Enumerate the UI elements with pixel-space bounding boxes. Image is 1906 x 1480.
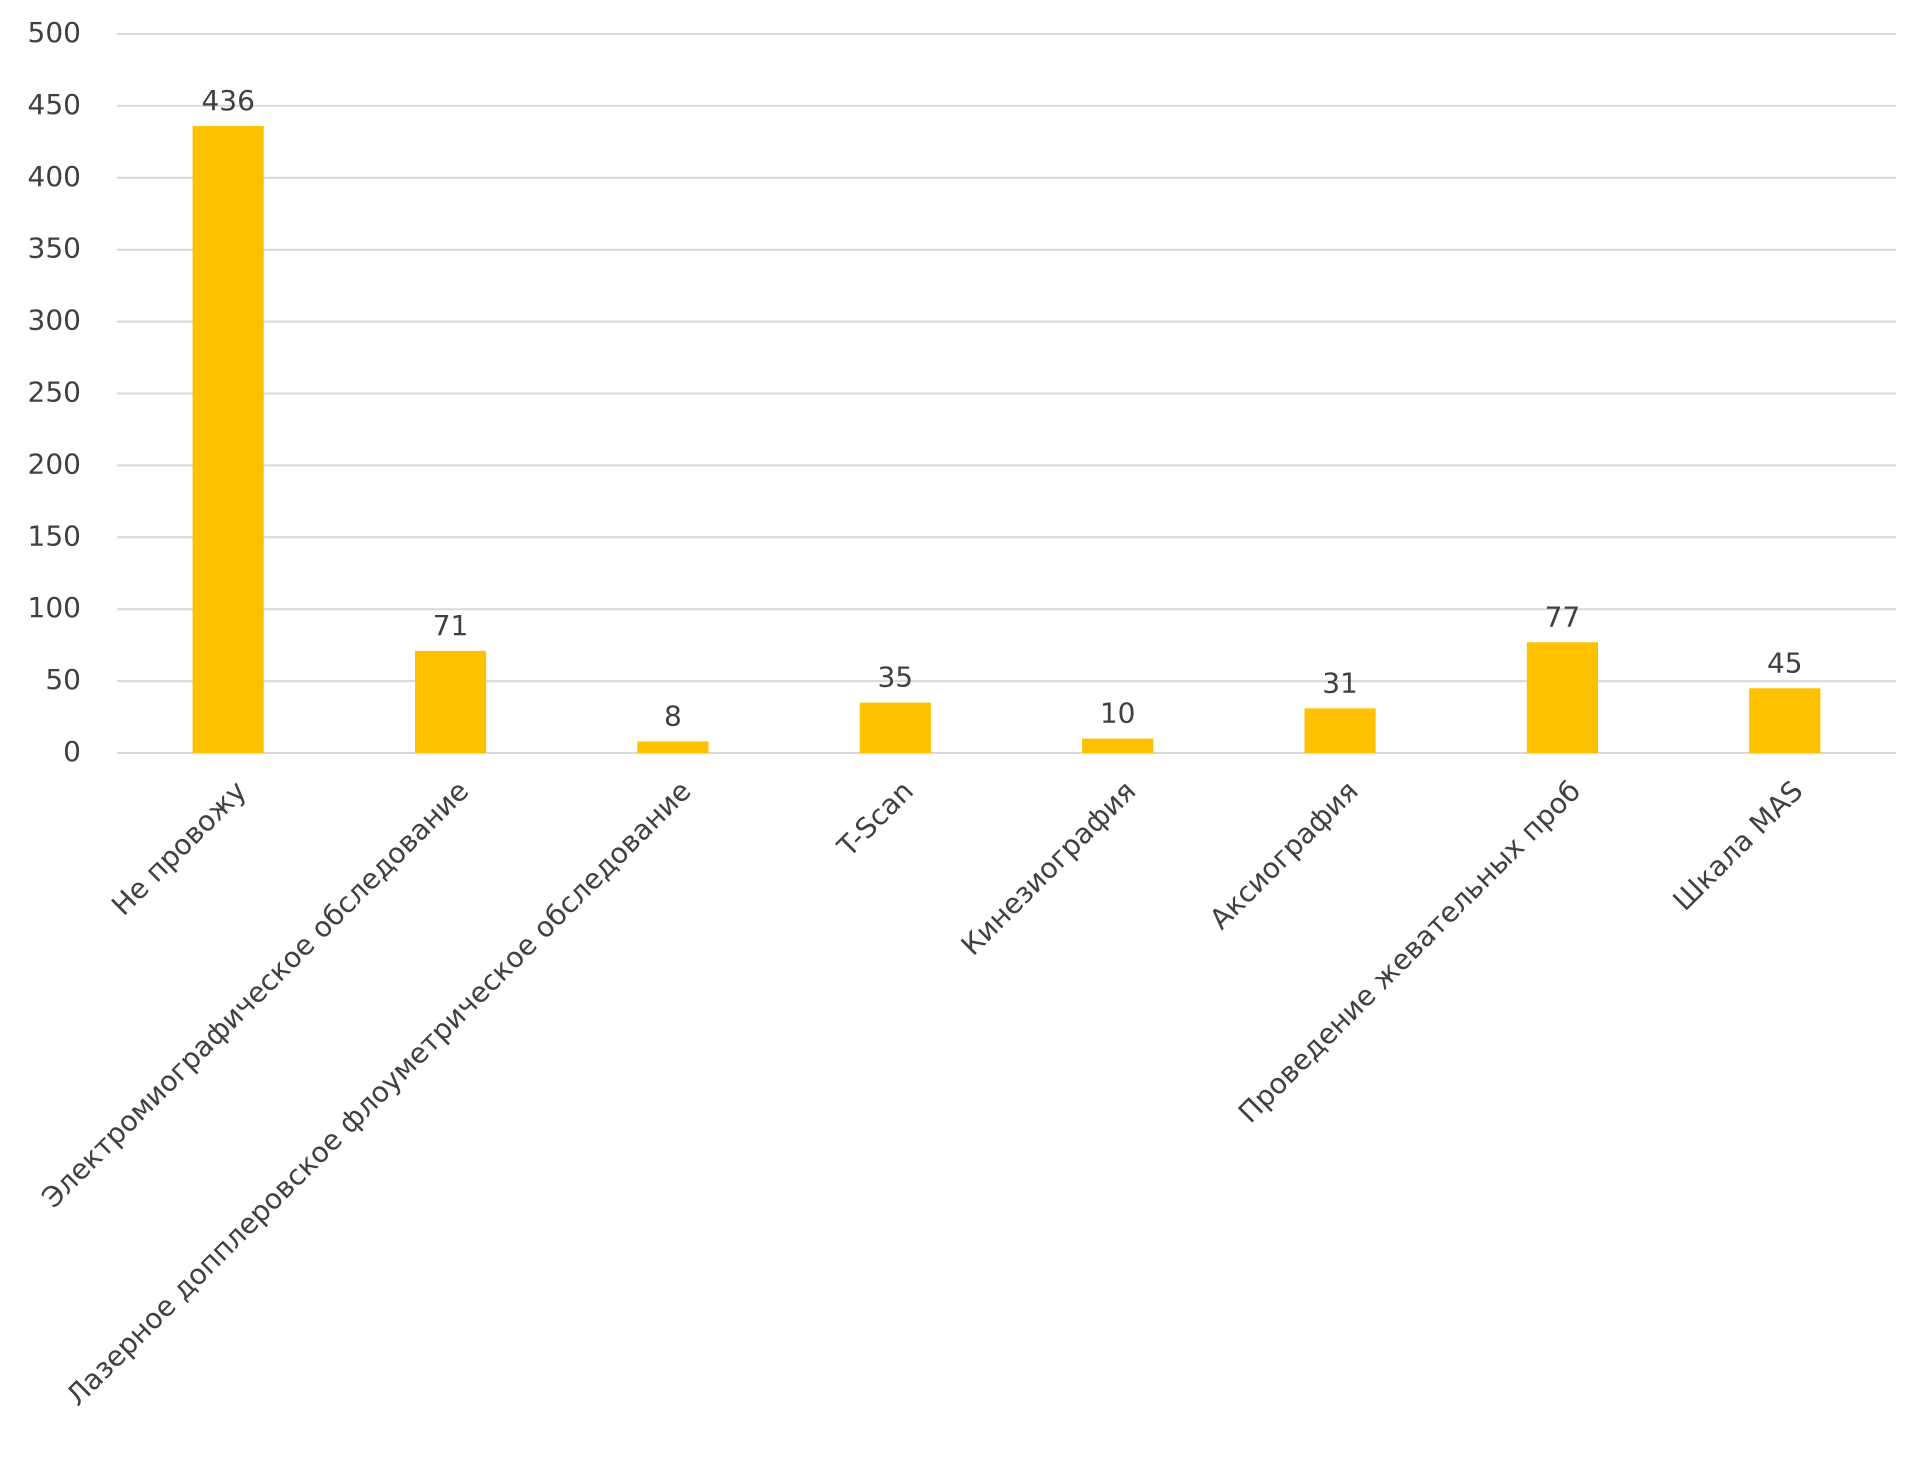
bar	[1304, 708, 1376, 753]
y-tick-label: 450	[28, 88, 81, 121]
y-tick-label: 350	[28, 232, 81, 265]
value-label: 31	[1322, 666, 1358, 699]
value-label: 45	[1767, 646, 1803, 679]
y-tick-label: 150	[28, 519, 81, 552]
y-tick-label: 300	[28, 304, 81, 337]
value-label: 71	[433, 609, 469, 642]
x-tick-label: Аксиография	[1203, 774, 1365, 936]
bar	[859, 702, 931, 753]
value-label: 35	[877, 661, 913, 694]
y-tick-label: 500	[28, 16, 81, 49]
y-tick-label: 0	[63, 735, 81, 768]
bar	[1526, 642, 1599, 753]
x-tick-label: Кинезиография	[955, 774, 1143, 962]
bar	[1749, 688, 1821, 753]
value-label: 436	[201, 84, 254, 117]
y-tick-label: 50	[45, 663, 81, 696]
x-tick-label: T-Scan	[830, 774, 920, 864]
x-tick-label: Не провожу	[105, 774, 253, 922]
bar	[414, 650, 487, 753]
bar	[192, 126, 264, 754]
value-label: 8	[664, 699, 682, 732]
y-tick-label: 250	[28, 376, 81, 409]
x-tick-label: Электромиографическое обследование	[35, 774, 475, 1214]
y-tick-label: 100	[28, 591, 81, 624]
y-tick-label: 200	[28, 447, 81, 480]
value-label: 10	[1100, 697, 1136, 730]
value-label: 77	[1545, 600, 1581, 633]
y-tick-label: 400	[28, 160, 81, 193]
x-tick-label: Проведение жевательных проб	[1232, 774, 1587, 1129]
x-tick-label: Шкала MAS	[1667, 774, 1810, 917]
bar	[1082, 738, 1154, 753]
bar	[637, 741, 709, 753]
